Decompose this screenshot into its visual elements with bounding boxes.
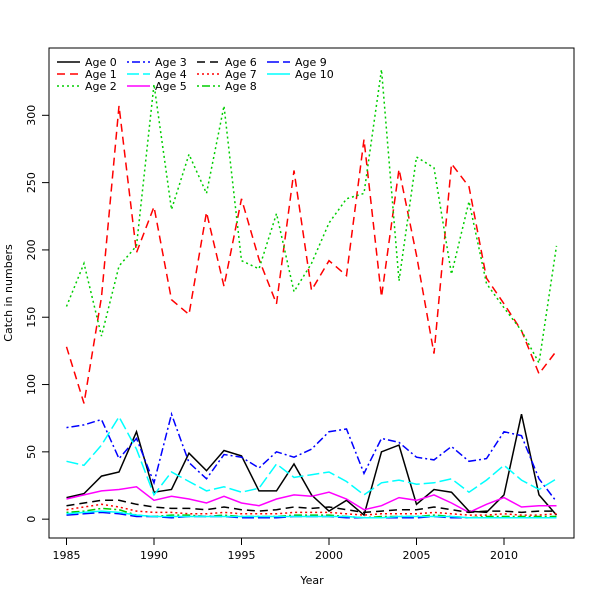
legend-label: Age 9 xyxy=(295,56,327,69)
legend-label: Age 2 xyxy=(85,80,117,93)
legend-label: Age 6 xyxy=(225,56,257,69)
series-line-age-2 xyxy=(65,69,558,366)
x-axis-title: Year xyxy=(299,574,324,587)
legend-label: Age 8 xyxy=(225,80,257,93)
x-tick-label: 2000 xyxy=(315,549,343,562)
y-tick-label: 100 xyxy=(25,374,38,395)
x-tick-label: 2005 xyxy=(403,549,431,562)
plot-frame xyxy=(48,47,575,539)
y-tick-label: 0 xyxy=(25,516,38,523)
series-line-age-3 xyxy=(66,411,558,503)
y-tick-label: 250 xyxy=(25,172,38,193)
series-line-age-4 xyxy=(66,415,557,497)
legend-label: Age 1 xyxy=(85,68,117,81)
y-tick-label: 50 xyxy=(25,445,38,459)
x-axis: 1985 1990 1995 2000 2005 2010 xyxy=(53,538,518,562)
legend-label: Age 7 xyxy=(225,68,257,81)
series-line-age-10 xyxy=(66,510,557,519)
x-tick-label: 2010 xyxy=(490,549,518,562)
y-axis-title: Catch in numbers xyxy=(2,244,15,342)
y-tick-label: 300 xyxy=(25,105,38,126)
series-layer xyxy=(65,69,558,519)
legend-label: Age 10 xyxy=(295,68,334,81)
x-tick-label: 1985 xyxy=(53,549,81,562)
y-axis: 0 50 100 150 200 250 300 xyxy=(25,105,49,523)
series-line-age-0 xyxy=(66,414,558,517)
legend-label: Age 5 xyxy=(155,80,187,93)
legend-label: Age 3 xyxy=(155,56,187,69)
x-tick-label: 1990 xyxy=(140,549,168,562)
series-line-age-7 xyxy=(66,503,557,516)
legend-label: Age 4 xyxy=(155,68,187,81)
legend-label: Age 0 xyxy=(85,56,117,69)
x-tick-label: 1995 xyxy=(228,549,256,562)
series-line-age-6 xyxy=(66,499,557,514)
y-tick-label: 150 xyxy=(25,307,38,328)
series-line-age-1 xyxy=(65,105,558,404)
series-line-age-5 xyxy=(66,486,557,514)
y-tick-label: 200 xyxy=(25,239,38,260)
